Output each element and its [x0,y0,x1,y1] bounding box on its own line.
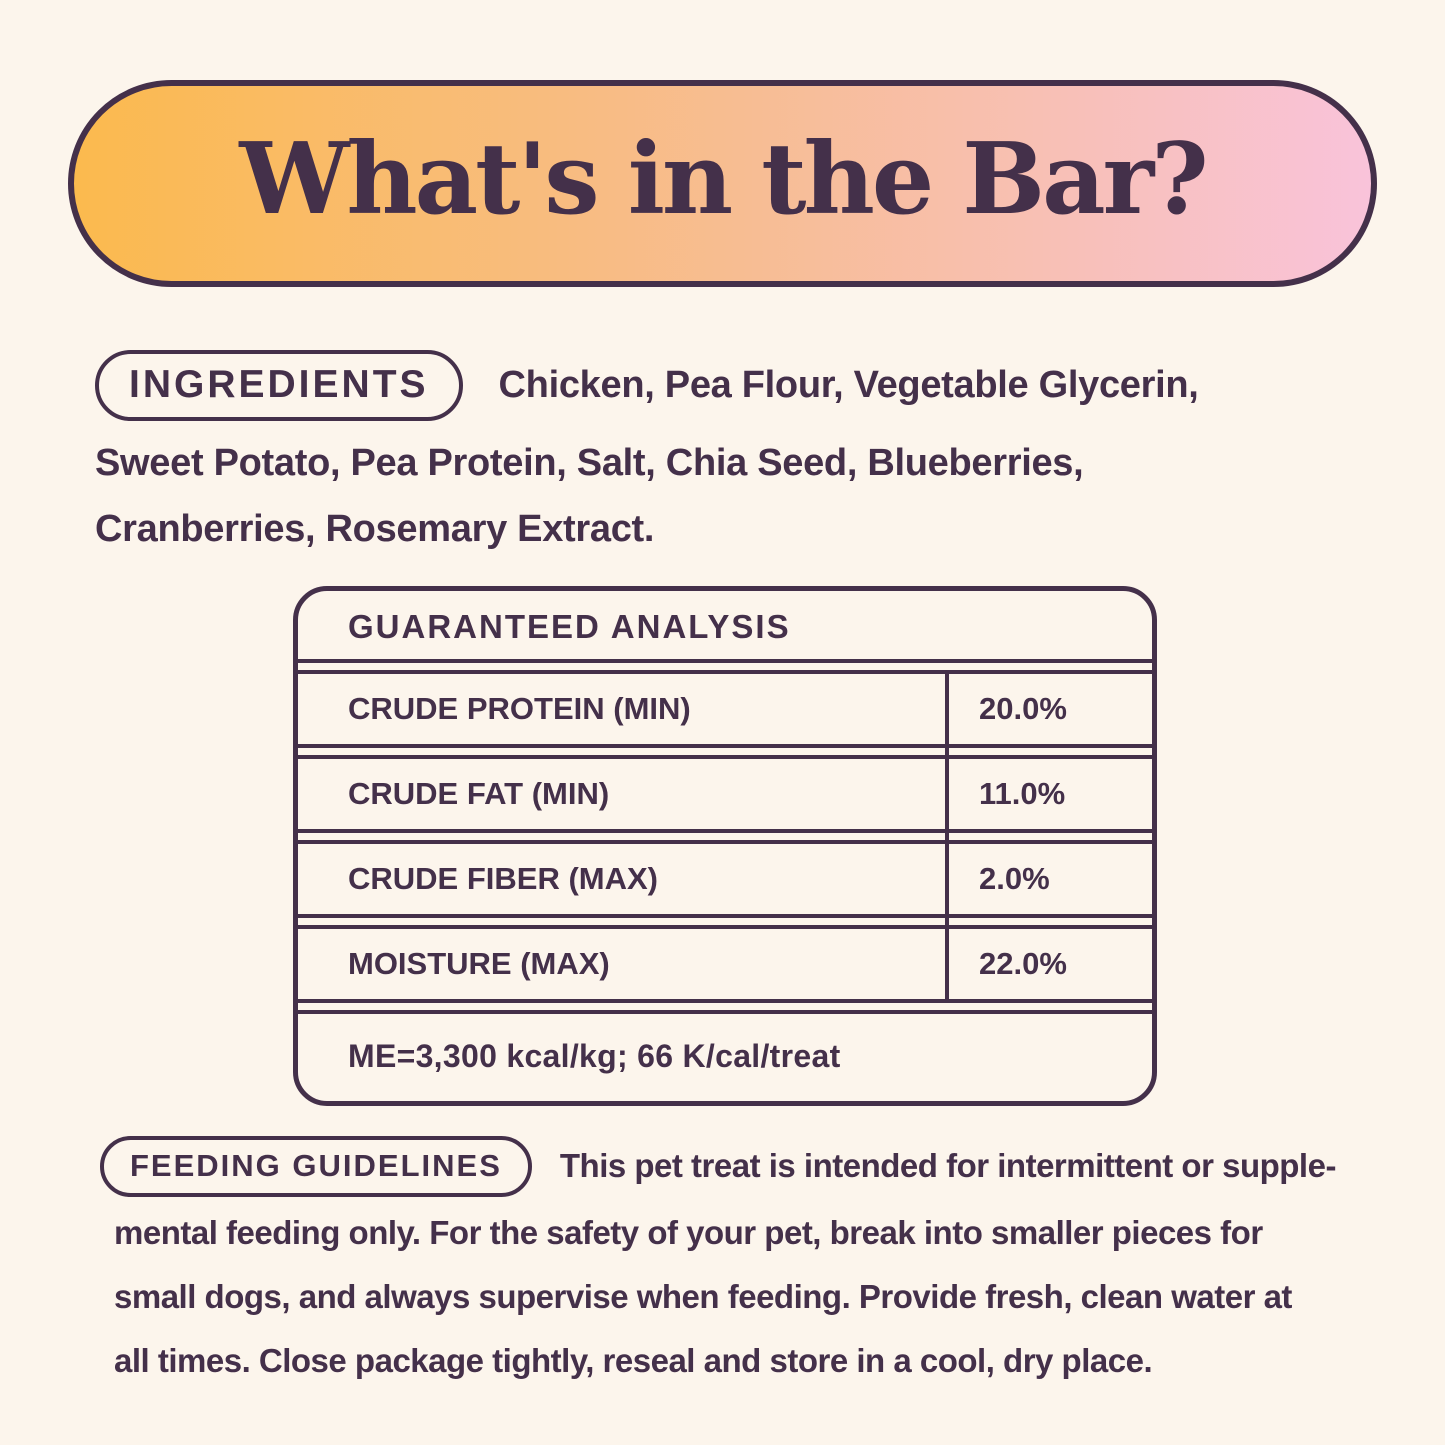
guaranteed-analysis-table: GUARANTEED ANALYSIS CRUDE PROTEIN (MIN) … [293,586,1157,1106]
row-label: MOISTURE (MAX) [348,946,610,981]
guaranteed-analysis-rows: CRUDE PROTEIN (MIN) 20.0% CRUDE FAT (MIN… [298,670,1152,1003]
row-label: CRUDE FIBER (MAX) [348,861,658,896]
column-divider [945,670,949,1003]
feeding-text-line-2: mental feeding only. For the safety of y… [114,1214,1263,1251]
calorie-content-note: ME=3,300 kcal/kg; 66 K/cal/treat [298,1010,1152,1101]
ingredients-badge: INGREDIENTS [95,349,463,421]
table-row-crude-protein: CRUDE PROTEIN (MIN) 20.0% [298,670,1152,748]
ingredients-section: INGREDIENTS Chicken, Pea Flour, Vegetabl… [95,349,1385,562]
feeding-text-line-4: all times. Close package tightly, reseal… [114,1342,1153,1379]
ingredients-text-line-2: Sweet Potato, Pea Protein, Salt, Chia Se… [95,442,1084,484]
table-row-crude-fiber: CRUDE FIBER (MAX) 2.0% [298,840,1152,918]
row-value: 2.0% [979,861,1050,896]
row-label: CRUDE PROTEIN (MIN) [348,691,691,726]
row-value: 11.0% [979,776,1066,811]
feeding-guidelines-badge: FEEDING GUIDELINES [100,1135,532,1197]
ingredients-text-line-1: Chicken, Pea Flour, Vegetable Glycerin, [498,363,1199,406]
page-title: What's in the Bar? [239,122,1208,237]
table-row-crude-fat: CRUDE FAT (MIN) 11.0% [298,755,1152,833]
feeding-guidelines-section: FEEDING GUIDELINES This pet treat is int… [100,1133,1400,1393]
title-banner: What's in the Bar? [68,80,1377,287]
feeding-text-line-1: This pet treat is intended for intermitt… [559,1147,1337,1184]
feeding-first-line: FEEDING GUIDELINES This pet treat is int… [100,1133,1400,1199]
row-value: 20.0% [979,691,1067,726]
feeding-text-line-3: small dogs, and always supervise when fe… [114,1278,1292,1315]
ingredients-text-line-3: Cranberries, Rosemary Extract. [95,508,655,550]
row-label: CRUDE FAT (MIN) [348,776,610,811]
guaranteed-analysis-title: GUARANTEED ANALYSIS [298,591,1152,663]
row-value: 22.0% [979,946,1067,981]
table-row-moisture: MOISTURE (MAX) 22.0% [298,925,1152,1003]
ingredients-first-line: INGREDIENTS Chicken, Pea Flour, Vegetabl… [95,349,1385,421]
